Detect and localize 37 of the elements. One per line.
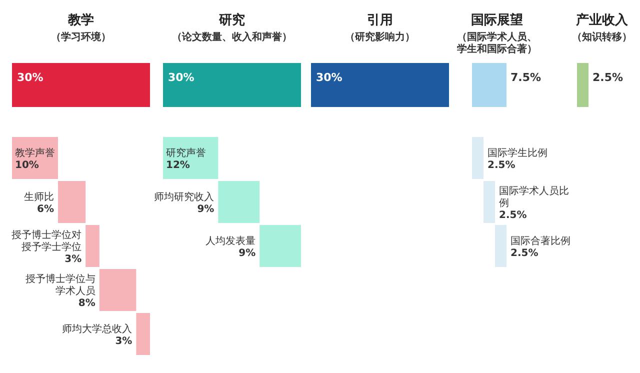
text: （研究影响力） xyxy=(345,31,415,43)
category-label: 师均研究收入 xyxy=(154,191,214,203)
category-label: 研究声誉 xyxy=(166,147,206,159)
data-label: 30% xyxy=(316,71,342,84)
data-label: 12% xyxy=(166,160,190,171)
data-label: 30% xyxy=(168,71,194,84)
data-label: 2.5% xyxy=(592,71,624,84)
data-label: 6% xyxy=(37,204,54,215)
category-label: 授予博士学位对授予学士学位 xyxy=(12,229,82,253)
data-label: 3% xyxy=(115,336,132,347)
data-label: 30% xyxy=(17,71,44,84)
data-label: 9% xyxy=(238,248,256,259)
data-label: 2.5% xyxy=(510,248,538,259)
data-label: 8% xyxy=(78,298,96,309)
text: （知识转移） xyxy=(572,31,632,43)
text: （论文数量、收入和声誉） xyxy=(172,31,292,43)
data-label: 7.5% xyxy=(510,71,542,84)
category-label: 国际合著比例 xyxy=(510,235,570,247)
category-label: 生师比 xyxy=(24,191,54,203)
category-label: 国际学生比例 xyxy=(488,147,548,159)
category-label: 人均发表量 xyxy=(206,235,256,247)
text: 国际展望 xyxy=(471,12,523,28)
data-label: 10% xyxy=(15,160,39,171)
category-label: 国际学术人员比例 xyxy=(499,185,569,209)
category-label: 师均大学总收入 xyxy=(62,323,132,335)
data-label: 2.5% xyxy=(488,160,516,171)
category-label: 教学声誉 xyxy=(15,147,55,159)
category-label: 授予博士学位与学术人员 xyxy=(25,273,96,297)
text: （国际学术人员、学生和国际合著） xyxy=(457,31,537,55)
text: （学习环境） xyxy=(51,31,111,43)
text: 教学 xyxy=(67,13,94,28)
text: 研究 xyxy=(218,12,245,28)
text: 产业收入 xyxy=(575,12,629,28)
text: 引用 xyxy=(367,13,393,28)
data-label: 9% xyxy=(197,204,214,215)
data-label: 3% xyxy=(64,254,82,265)
data-label: 2.5% xyxy=(499,210,527,221)
